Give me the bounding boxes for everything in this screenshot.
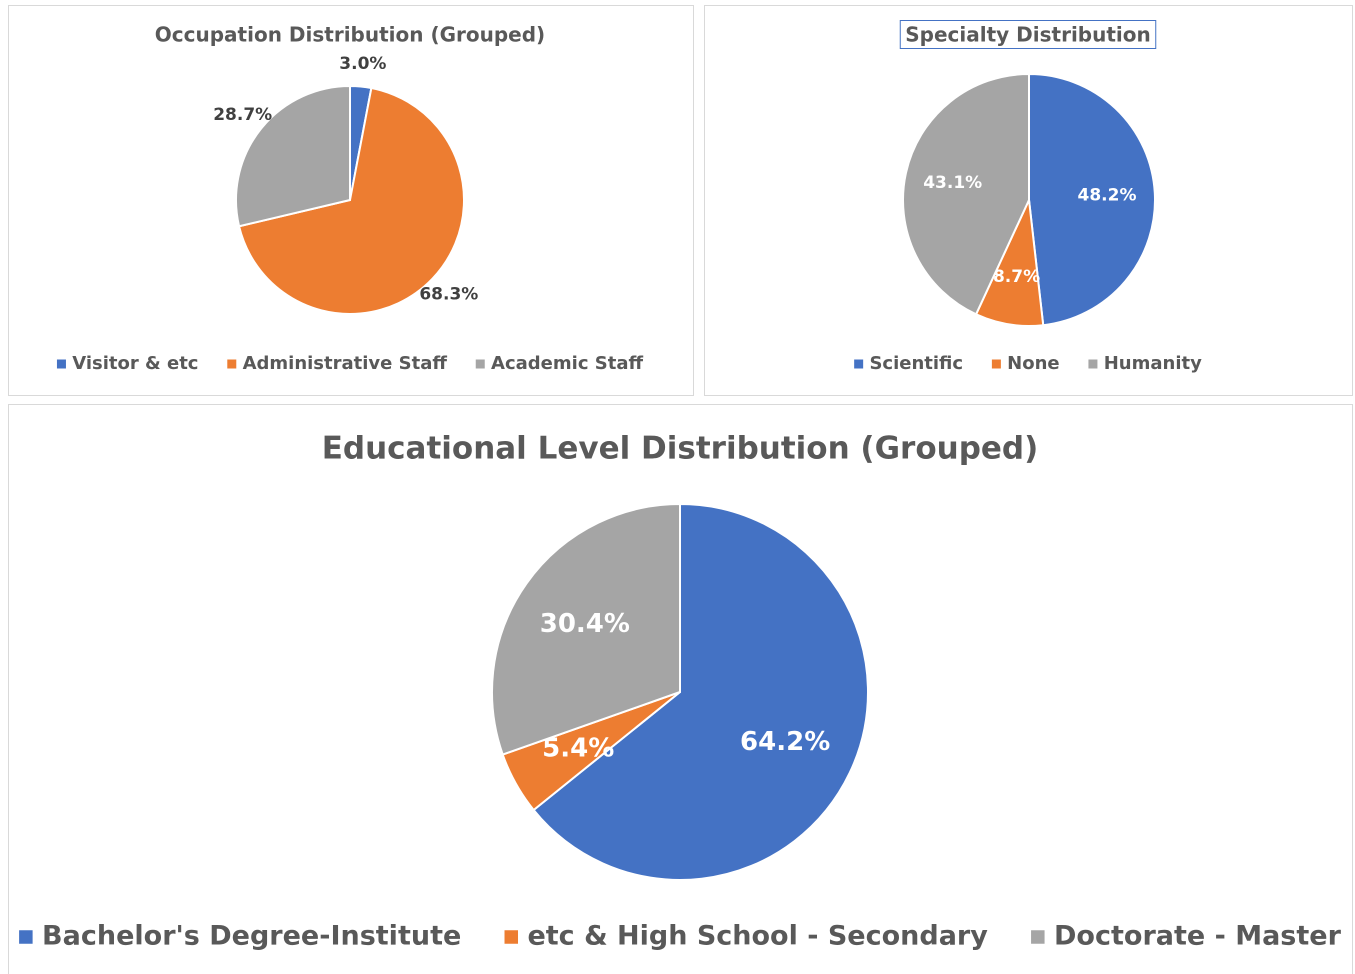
data-label: 48.2% <box>1078 186 1137 206</box>
data-label: 43.1% <box>923 173 982 193</box>
pie-slice <box>237 86 465 315</box>
data-label: 28.7% <box>213 105 272 125</box>
legend-swatch <box>227 359 237 369</box>
data-label: 30.4% <box>540 609 630 639</box>
chart-title: Educational Level Distribution (Grouped) <box>322 431 1039 467</box>
legend-label: Scientific <box>869 353 963 374</box>
pie-slice <box>1028 72 1156 327</box>
legend-swatch <box>1088 359 1098 369</box>
legend-label: None <box>1007 353 1059 374</box>
pie-slice <box>902 72 1030 316</box>
data-label: 3.0% <box>339 54 386 74</box>
data-label: 8.7% <box>993 267 1040 287</box>
legend-label: Visitor & etc <box>72 353 198 374</box>
legend-swatch <box>991 359 1001 369</box>
pie-slice <box>491 502 681 756</box>
legend-swatch <box>56 359 66 369</box>
chart-title: Specialty Distribution <box>905 23 1151 47</box>
legend-swatch <box>19 930 33 944</box>
legend-label: Administrative Staff <box>243 353 448 374</box>
legend-swatch <box>504 930 519 944</box>
title-selection <box>899 20 1157 49</box>
data-label: 64.2% <box>740 727 830 757</box>
data-label: 5.4% <box>542 733 614 763</box>
legend-swatch <box>854 359 864 369</box>
pie-slice <box>532 502 869 881</box>
pie-slice <box>235 84 351 228</box>
legend-swatch <box>1031 930 1045 944</box>
legend-swatch <box>475 359 485 369</box>
legend-label: Bachelor's Degree-Institute <box>42 921 461 952</box>
legend-label: Academic Staff <box>491 353 643 374</box>
legend-label: Doctorate - Master <box>1054 921 1342 952</box>
chart-title: Occupation Distribution (Grouped) <box>155 23 545 47</box>
data-label: 68.3% <box>419 285 478 305</box>
legend-label: Humanity <box>1104 353 1202 374</box>
legend-label: etc & High School - Secondary <box>527 921 988 952</box>
